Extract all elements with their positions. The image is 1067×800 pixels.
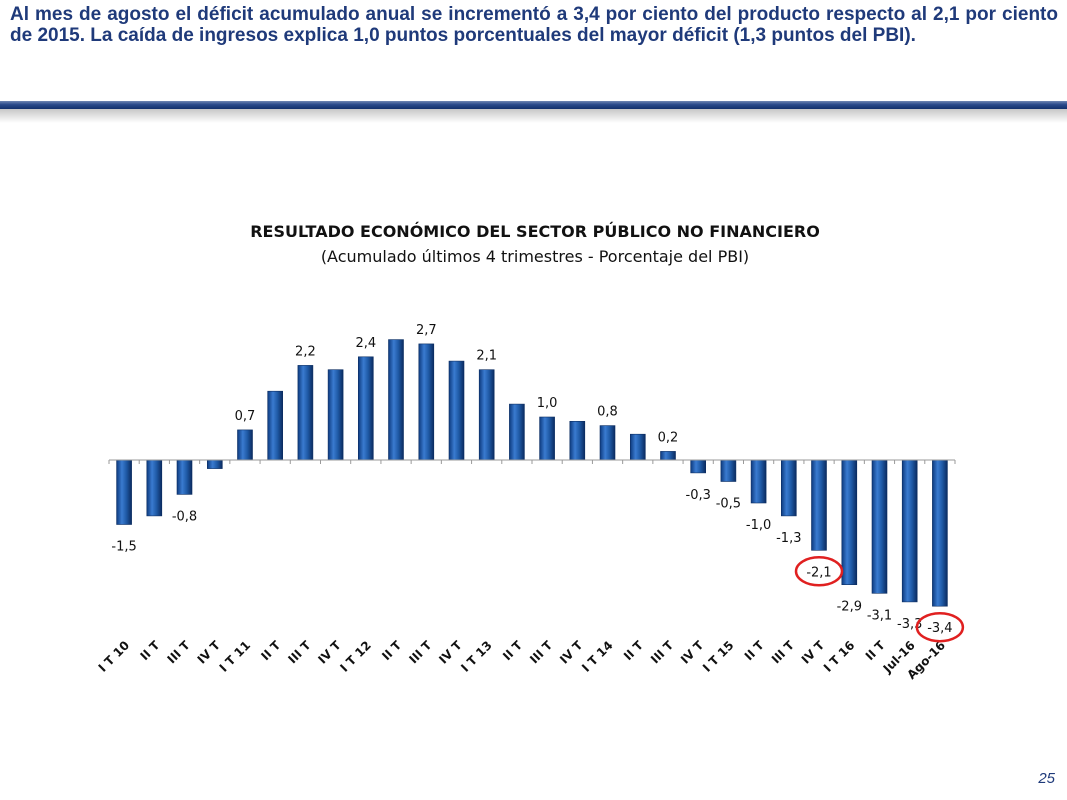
bar-1 bbox=[146, 459, 163, 517]
data-label-2: -0,8 bbox=[172, 509, 197, 524]
bar-19 bbox=[690, 459, 707, 474]
x-tick-label-13: II T bbox=[500, 638, 526, 664]
x-tick-label-25: II T bbox=[863, 638, 889, 664]
bar-22 bbox=[780, 459, 797, 517]
data-label-12: 2,1 bbox=[476, 349, 497, 364]
data-label-18: 0,2 bbox=[658, 430, 679, 445]
x-tick-label-18: III T bbox=[648, 638, 677, 667]
x-tick-label-21: II T bbox=[742, 638, 768, 664]
bar-14 bbox=[539, 416, 555, 461]
x-tick-label-20: I T 15 bbox=[700, 638, 737, 675]
data-label-10: 2,7 bbox=[416, 323, 437, 338]
x-tick-label-4: I T 11 bbox=[217, 638, 254, 675]
bar-5 bbox=[267, 390, 284, 461]
data-label-8: 2,4 bbox=[355, 336, 376, 351]
bar-18 bbox=[660, 451, 676, 461]
chart-subtitle: (Acumulado últimos 4 trimestres - Porcen… bbox=[320, 247, 750, 266]
data-label-19: -0,3 bbox=[686, 488, 711, 503]
header-divider bbox=[0, 101, 1067, 109]
slide-headline: Al mes de agosto el déficit acumulado an… bbox=[10, 4, 1058, 46]
bar-3 bbox=[207, 459, 223, 469]
x-tick-label-10: III T bbox=[406, 638, 435, 667]
data-label-23: -2,1 bbox=[806, 565, 831, 580]
data-label-16: 0,8 bbox=[597, 405, 618, 420]
bar-25 bbox=[871, 459, 888, 594]
page-number: 25 bbox=[1038, 770, 1055, 787]
x-tick-label-12: I T 13 bbox=[458, 638, 495, 675]
x-tick-label-2: III T bbox=[165, 638, 194, 667]
bar-24 bbox=[841, 459, 858, 585]
bar-10 bbox=[418, 343, 435, 461]
bar-11 bbox=[448, 360, 465, 461]
highlight-circle-23 bbox=[794, 556, 844, 587]
highlight-circle-27 bbox=[915, 611, 965, 643]
data-label-22: -1,3 bbox=[776, 531, 801, 546]
data-label-27: -3,4 bbox=[927, 621, 952, 636]
bar-27 bbox=[932, 459, 948, 607]
data-label-25: -3,1 bbox=[867, 608, 892, 623]
bar-9 bbox=[388, 339, 404, 461]
bar-13 bbox=[509, 403, 525, 461]
bar-16 bbox=[599, 425, 616, 461]
data-label-24: -2,9 bbox=[837, 600, 862, 615]
bar-6 bbox=[297, 365, 314, 461]
bar-26 bbox=[901, 459, 918, 603]
data-label-4: 0,7 bbox=[235, 409, 256, 424]
x-tick-label-8: I T 12 bbox=[337, 638, 374, 675]
bar-4 bbox=[237, 429, 253, 461]
bar-0 bbox=[116, 459, 132, 525]
bar-23 bbox=[811, 459, 827, 551]
bar-15 bbox=[569, 420, 586, 461]
x-tick-label-6: III T bbox=[285, 638, 314, 667]
x-tick-label-22: III T bbox=[769, 638, 798, 667]
bar-2 bbox=[176, 459, 193, 495]
x-tick-label-14: III T bbox=[527, 638, 556, 667]
bar-21 bbox=[750, 459, 767, 504]
header-divider-shadow bbox=[0, 109, 1067, 123]
data-label-20: -0,5 bbox=[716, 497, 741, 512]
chart-title: RESULTADO ECONÓMICO DEL SECTOR PÚBLICO N… bbox=[250, 222, 820, 241]
x-tick-label-9: II T bbox=[379, 638, 405, 664]
x-tick-label-5: II T bbox=[258, 638, 284, 664]
x-tick-label-17: II T bbox=[621, 638, 647, 664]
x-tick-label-0: I T 10 bbox=[96, 638, 133, 675]
bar-8 bbox=[357, 356, 374, 461]
x-tick-label-1: II T bbox=[137, 638, 163, 664]
data-label-14: 1,0 bbox=[537, 396, 558, 411]
x-tick-label-24: I T 16 bbox=[821, 638, 858, 675]
x-tick-label-16: I T 14 bbox=[579, 638, 616, 675]
data-label-0: -1,5 bbox=[111, 540, 136, 555]
data-label-6: 2,2 bbox=[295, 344, 316, 359]
data-label-21: -1,0 bbox=[746, 518, 771, 533]
bar-12 bbox=[478, 369, 495, 461]
bar-17 bbox=[629, 433, 646, 461]
bar-7 bbox=[327, 369, 344, 461]
bar-20 bbox=[720, 459, 737, 482]
